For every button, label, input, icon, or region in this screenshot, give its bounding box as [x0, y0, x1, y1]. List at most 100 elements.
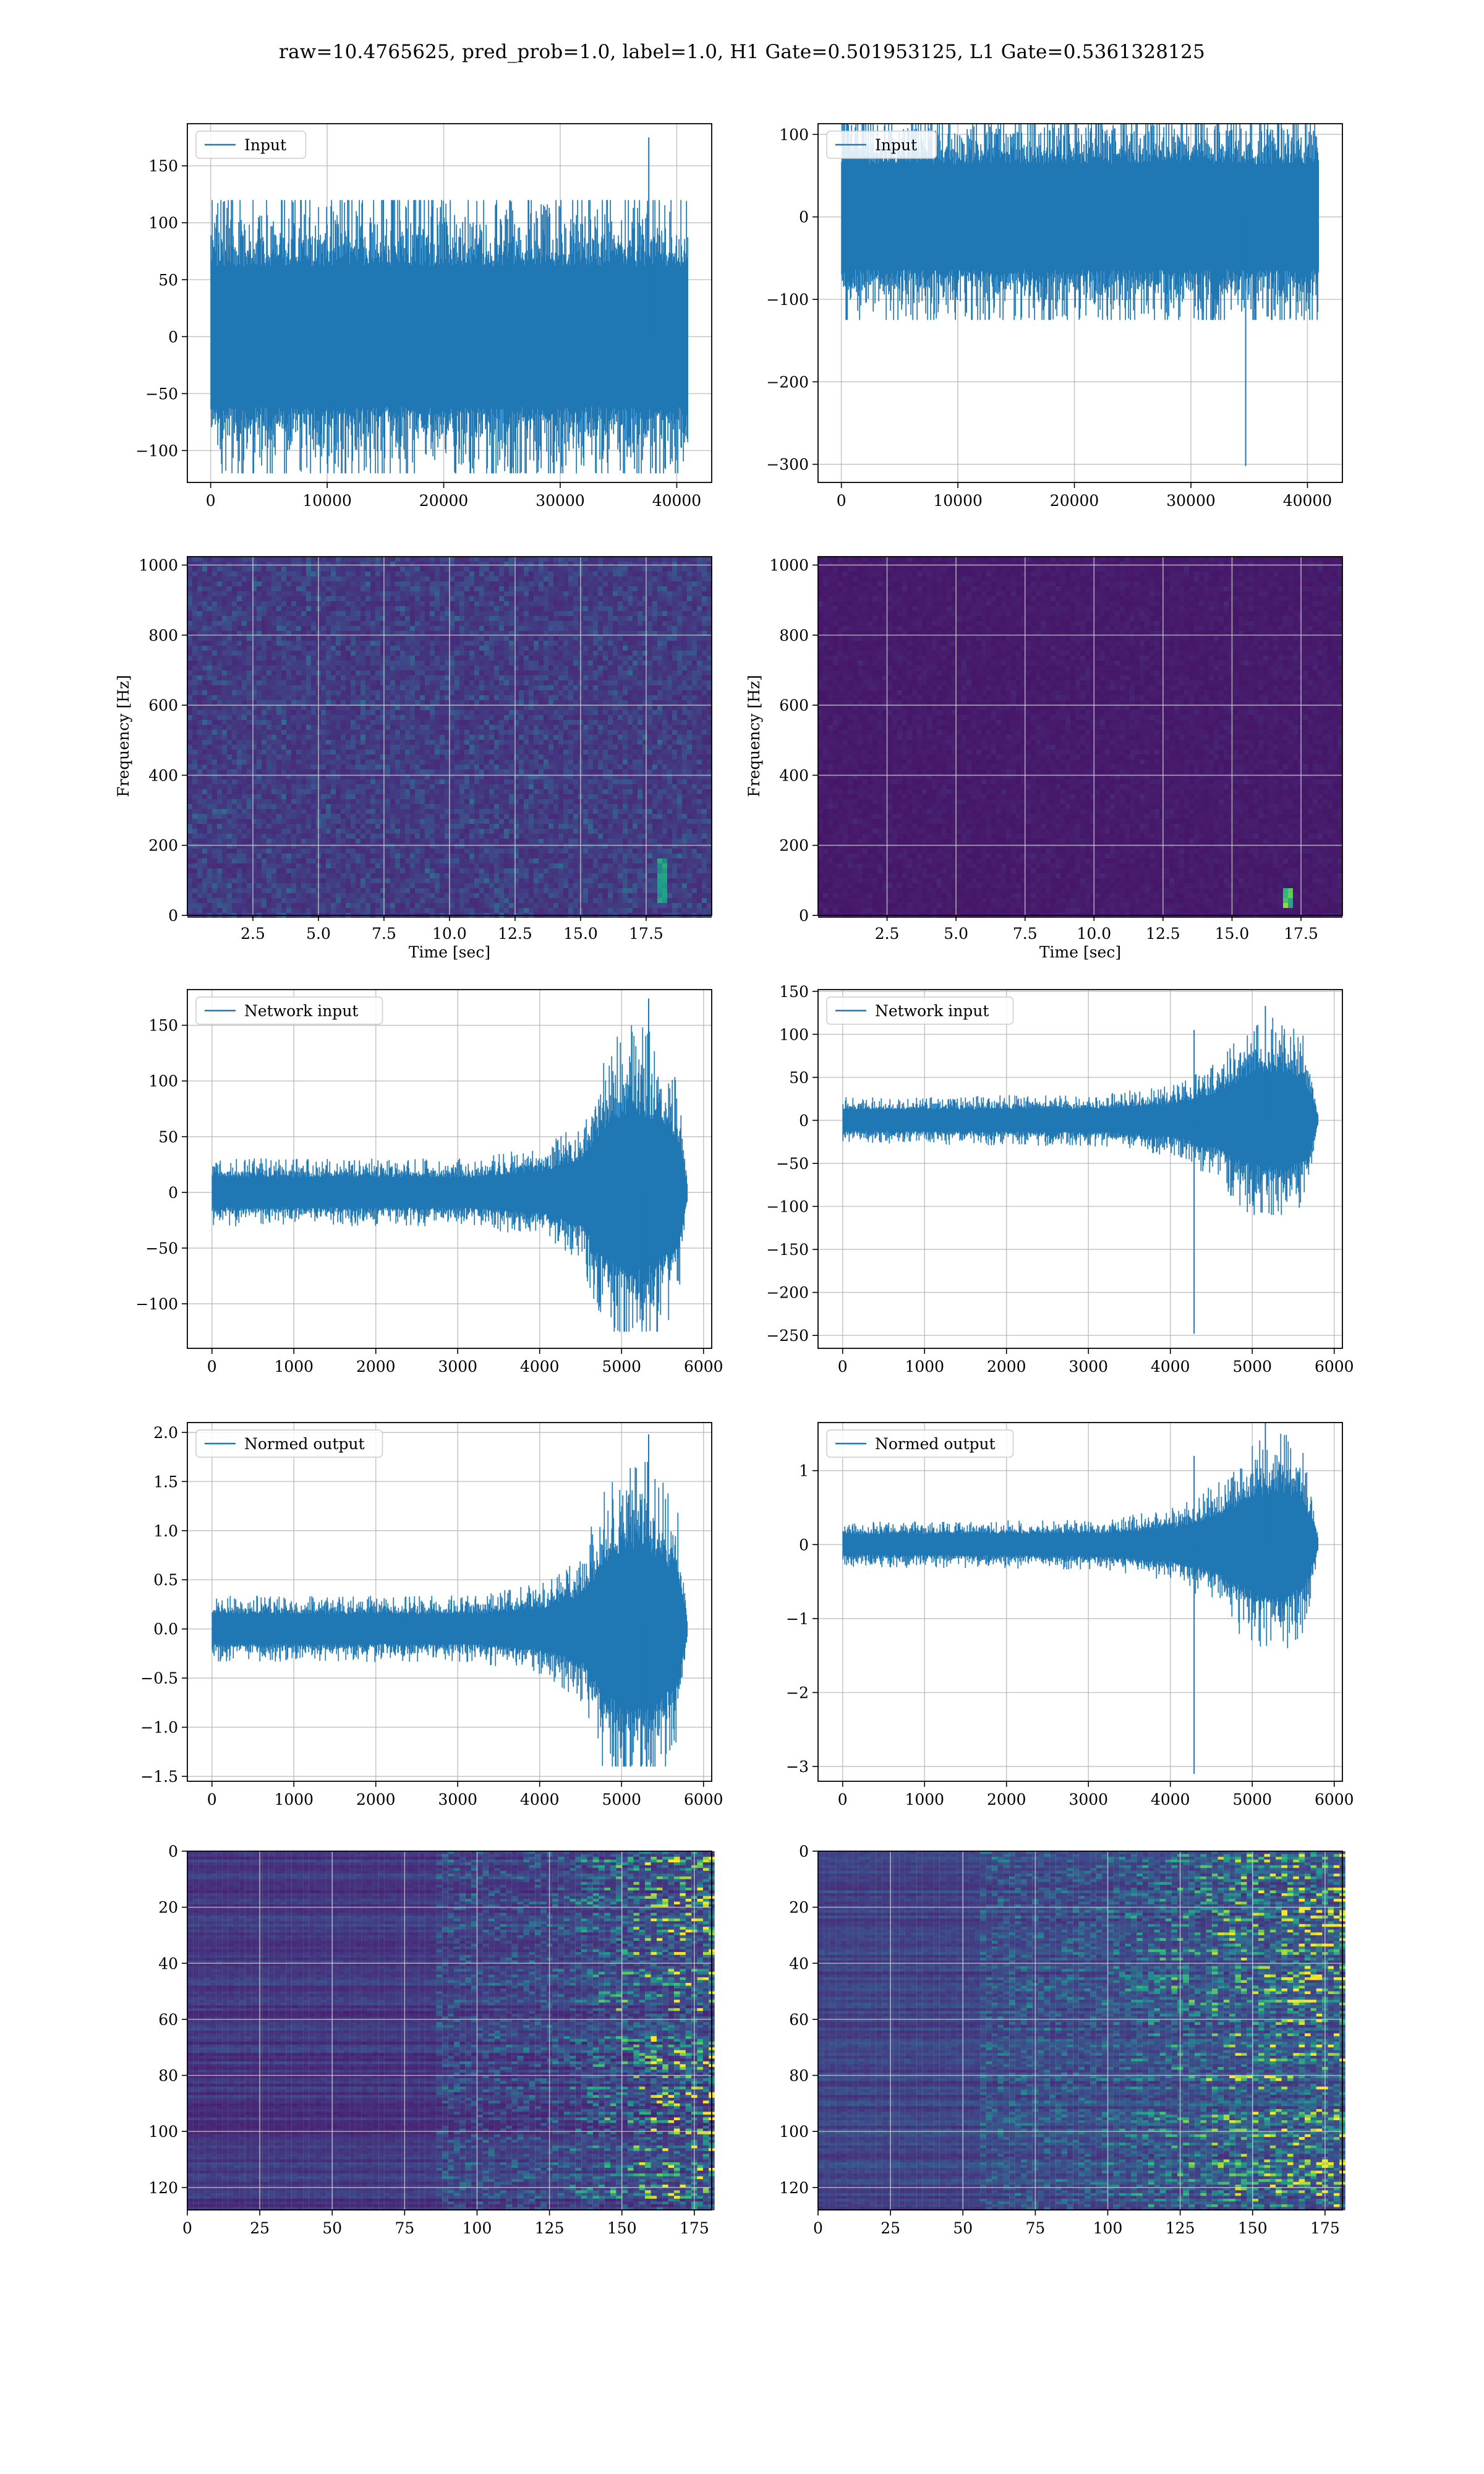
- heatmap-cell: [336, 646, 341, 651]
- heatmap-cell: [356, 636, 360, 641]
- heatmap-cell: [192, 601, 197, 606]
- heatmap-cell: [187, 621, 192, 626]
- heatmap-cell: [192, 591, 197, 596]
- heatmap-cell: [445, 621, 450, 626]
- heatmap-cell: [479, 646, 484, 651]
- heatmap-cell: [613, 730, 618, 735]
- heatmap-cell: [331, 666, 336, 670]
- heatmap-cell: [662, 636, 667, 641]
- heatmap-cell: [440, 567, 445, 571]
- heatmap-cell: [440, 656, 445, 661]
- heatmap-cell: [608, 760, 613, 764]
- heatmap-cell: [207, 636, 212, 641]
- heatmap-cell: [405, 636, 410, 641]
- heatmap-cell: [192, 670, 197, 675]
- heatmap-cell: [202, 567, 207, 571]
- heatmap-cell: [281, 720, 286, 725]
- heatmap-cell: [291, 571, 296, 576]
- heatmap-cell: [524, 557, 529, 562]
- heatmap-cell: [662, 581, 667, 586]
- heatmap-cell: [202, 631, 207, 636]
- heatmap-cell: [593, 631, 598, 636]
- heatmap-cell: [697, 685, 702, 690]
- heatmap-cell: [370, 651, 375, 656]
- heatmap-cell: [262, 715, 267, 720]
- heatmap-cell: [697, 666, 702, 670]
- heatmap-cell: [529, 656, 534, 661]
- heatmap-cell: [598, 725, 603, 730]
- heatmap-cell: [375, 710, 380, 715]
- heatmap-cell: [321, 661, 326, 666]
- heatmap-cell: [252, 562, 257, 567]
- heatmap-cell: [479, 626, 484, 631]
- heatmap-cell: [697, 730, 702, 735]
- heatmap-cell: [484, 730, 489, 735]
- heatmap-cell: [652, 670, 657, 675]
- heatmap-cell: [301, 740, 306, 745]
- heatmap-cell: [247, 750, 252, 755]
- heatmap-cell: [548, 567, 553, 571]
- heatmap-cell: [237, 626, 242, 631]
- heatmap-cell: [267, 611, 271, 616]
- heatmap-cell: [573, 695, 578, 700]
- heatmap-cell: [529, 745, 534, 750]
- heatmap-cell: [390, 690, 395, 695]
- heatmap-cell: [450, 764, 454, 769]
- heatmap-cell: [583, 641, 588, 646]
- heatmap-cell: [519, 656, 524, 661]
- heatmap-cell: [351, 606, 356, 611]
- heatmap-cell: [192, 651, 197, 656]
- heatmap-cell: [356, 606, 360, 611]
- heatmap-cell: [454, 675, 459, 680]
- heatmap-cell: [276, 685, 281, 690]
- heatmap-cell: [682, 616, 687, 621]
- heatmap-cell: [360, 745, 365, 750]
- heatmap-cell: [267, 720, 271, 725]
- heatmap-cell: [331, 675, 336, 680]
- heatmap-cell: [232, 661, 237, 666]
- heatmap-cell: [474, 764, 479, 769]
- heatmap-cell: [539, 641, 544, 646]
- heatmap-cell: [420, 730, 425, 735]
- heatmap-cell: [331, 755, 336, 760]
- heatmap-cell: [692, 755, 697, 760]
- heatmap-cell: [519, 670, 524, 675]
- heatmap-cell: [603, 764, 608, 769]
- heatmap-cell: [380, 750, 385, 755]
- heatmap-cell: [262, 700, 267, 705]
- heatmap-cell: [588, 740, 593, 745]
- heatmap-cell: [583, 685, 588, 690]
- heatmap-cell: [563, 680, 568, 685]
- heatmap-cell: [593, 606, 598, 611]
- heatmap-cell: [222, 715, 227, 720]
- heatmap-cell: [628, 666, 633, 670]
- heatmap-cell: [267, 725, 271, 730]
- heatmap-cell: [286, 661, 291, 666]
- heatmap-cell: [405, 626, 410, 631]
- heatmap-cell: [202, 596, 207, 601]
- heatmap-cell: [638, 666, 642, 670]
- heatmap-cell: [212, 740, 217, 745]
- heatmap-cell: [638, 769, 642, 774]
- heatmap-cell: [276, 695, 281, 700]
- heatmap-cell: [400, 641, 405, 646]
- heatmap-cell: [311, 670, 316, 675]
- heatmap-cell: [202, 769, 207, 774]
- heatmap-cell: [553, 720, 558, 725]
- heatmap-cell: [563, 700, 568, 705]
- heatmap-cell: [662, 715, 667, 720]
- heatmap-cell: [271, 641, 276, 646]
- heatmap-cell: [331, 685, 336, 690]
- heatmap-cell: [662, 596, 667, 601]
- heatmap-cell: [336, 562, 341, 567]
- heatmap-cell: [385, 611, 390, 616]
- heatmap-cell: [613, 626, 618, 631]
- heatmap-cell: [222, 576, 227, 581]
- heatmap-cell: [346, 586, 351, 591]
- heatmap-cell: [464, 779, 469, 784]
- heatmap-cell: [257, 680, 262, 685]
- heatmap-cell: [558, 621, 563, 626]
- heatmap-cell: [242, 651, 247, 656]
- heatmap-cell: [435, 576, 440, 581]
- heatmap-cell: [519, 774, 524, 779]
